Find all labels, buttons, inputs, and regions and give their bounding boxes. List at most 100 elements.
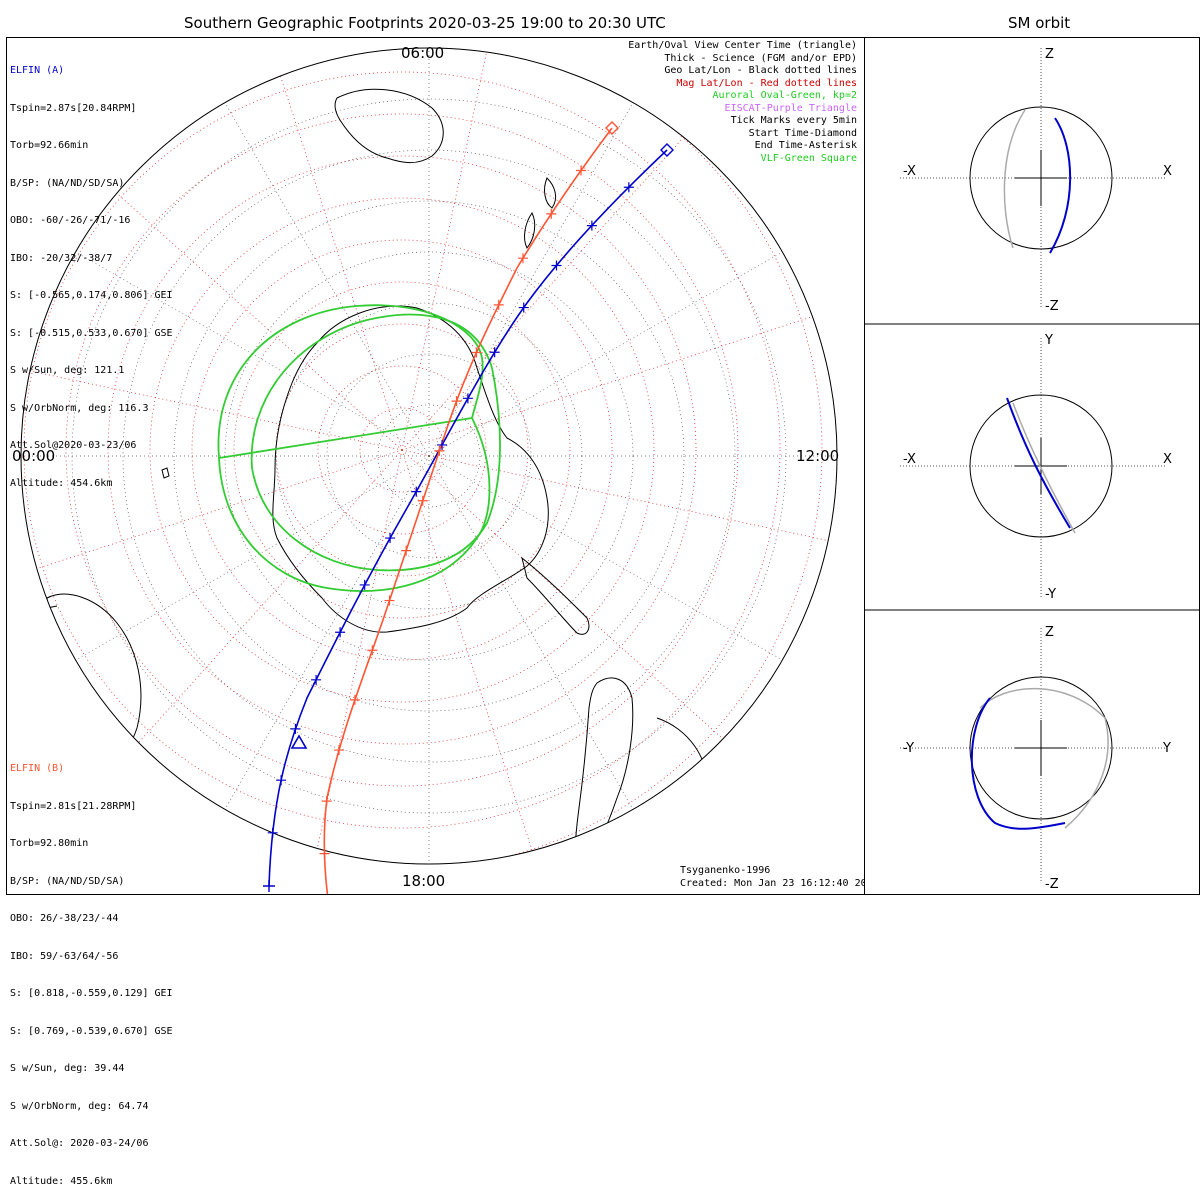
elfin-a-line: Torb=92.66min: [10, 140, 89, 151]
mlt-label-right: 12:00: [796, 447, 840, 465]
elfin-a-line: B/SP: (NA/ND/SD/SA): [10, 177, 125, 189]
elfin-b-name: ELFIN (B): [10, 763, 65, 774]
elfin-b-line: Torb=92.80min: [10, 838, 89, 849]
elfin-b-tick: [576, 165, 587, 176]
elfin-b-tick: [367, 645, 378, 656]
sm-orbit-plots: Z -Z -X X Y -Y -X X Z: [865, 47, 1200, 892]
elfin-a-line: Att.Sol@2020-03-23/06: [10, 440, 137, 451]
elfin-a-tick: [276, 775, 287, 786]
auroral-oval-inner: [250, 313, 501, 572]
mag-lat-circle: [233, 281, 571, 619]
elfin-a-start-marker: [660, 143, 674, 157]
mag-meridian: [21, 314, 403, 451]
legend-entry: Geo Lat/Lon - Black dotted lines: [664, 65, 857, 76]
orbit-axis-label: -Z: [1045, 299, 1059, 314]
geo-meridian: [224, 102, 430, 457]
legend: Earth/Oval View Center Time (triangle) T…: [628, 40, 857, 165]
satellite-tracks: [263, 121, 674, 914]
elfin-b-line: OBO: 26/-38/23/-44: [10, 913, 119, 924]
legend-entry: Start Time-Diamond: [748, 127, 857, 139]
elfin-a-tick: [290, 723, 301, 734]
elfin-a-tick: [518, 302, 529, 313]
legend-entry: Tick Marks every 5min: [730, 115, 857, 126]
mag-meridian: [21, 449, 403, 864]
elfin-b-tick: [334, 745, 345, 756]
mag-meridian: [266, 449, 403, 864]
mag-meridian: [401, 449, 604, 864]
model-name: Tsyganenko-1996: [680, 865, 771, 876]
elfin-a-tick: [267, 827, 278, 838]
geo-lat-circle: [326, 353, 532, 559]
elfin-a-tick: [551, 260, 562, 271]
orbit-panel-yz: Z -Z -Y Y: [900, 625, 1171, 892]
footprint-map-panel: 06:00 12:00 18:00 00:00: [6, 37, 865, 914]
legend-entry: Auroral Oval-Green, kp=2: [712, 90, 858, 101]
geo-meridian: [75, 455, 430, 661]
elfin-a-line: S w/Sun, deg: 121.1: [10, 365, 125, 376]
elfin-a-line: Altitude: 454.6km: [10, 477, 113, 489]
mag-lat-circle: [65, 113, 739, 787]
orbit-axis-label: Y: [1044, 333, 1053, 348]
orbit-title: SM orbit: [1008, 14, 1071, 32]
elfin-b-line: S: [0.818,-0.559,0.129] GEI: [10, 988, 173, 999]
mag-latlon-grid: [21, 48, 837, 864]
legend-entry: End Time-Asterisk: [754, 140, 857, 151]
elfin-a-tick: [311, 674, 322, 685]
elfin-b-line: S w/OrbNorm, deg: 64.74: [10, 1100, 149, 1112]
elfin-a-tick: [359, 579, 370, 590]
elfin-b-tick: [321, 796, 332, 807]
elfin-b-tick: [319, 848, 330, 859]
elfin-b-tick: [349, 694, 360, 705]
mag-meridian: [401, 449, 837, 864]
elfin-b-line: S: [0.769,-0.539,0.670] GSE: [10, 1025, 173, 1037]
sm-orbit-column: Z -Z -X X Y -Y -X X Z: [865, 37, 1200, 895]
orbit-axis-label: -Z: [1045, 877, 1059, 892]
geo-meridian: [224, 455, 430, 810]
mag-meridian: [21, 449, 403, 652]
mag-lat-circle: [21, 48, 823, 864]
orbit-axis-label: X: [1163, 164, 1172, 179]
elfin-a-name: ELFIN (A): [10, 65, 65, 76]
mag-meridian: [401, 48, 837, 451]
mag-meridian: [401, 248, 837, 451]
elfin-b-tick: [384, 595, 395, 606]
elfin-b-tick: [451, 396, 462, 407]
orbit-axis-label: -X: [903, 164, 916, 179]
elfin-a-track: [268, 149, 668, 887]
elfin-b-tick: [434, 445, 445, 456]
orbit-axis-label: Z: [1045, 625, 1054, 640]
orbit-panel-xz: Z -Z -X X: [900, 47, 1172, 314]
elfin-b-line: B/SP: (NA/ND/SD/SA): [10, 875, 125, 887]
elfin-a-tick: [437, 439, 448, 450]
elfin-b-tick: [493, 299, 504, 310]
elfin-b-tick: [517, 253, 528, 264]
auroral-oval-outer: [217, 304, 491, 592]
mlt-label-left: 00:00: [12, 447, 56, 465]
elfin-a-line: Tspin=2.87s[20.84RPM]: [10, 102, 137, 114]
mag-meridian: [200, 48, 403, 451]
orbit-axis-label: Y: [1162, 741, 1171, 756]
elfin-a-tick: [489, 347, 500, 358]
elfin-a-tick: [586, 220, 597, 231]
geo-lat-circle: [377, 404, 481, 508]
orbit-panel-xy: Y -Y -X X: [900, 333, 1172, 602]
elfin-b-line: IBO: 59/-63/64/-56: [10, 950, 119, 962]
elfin-a-tick: [385, 533, 396, 544]
legend-entry: Thick - Science (FGM and/or EPD): [664, 52, 857, 64]
mag-lat-circle: [317, 365, 487, 535]
mag-meridian: [21, 48, 403, 451]
elfin-b-tick: [471, 347, 482, 358]
geo-lat-circle: [122, 149, 736, 763]
elfin-a-line: S: [-0.515,0.533,0.670] GSE: [10, 327, 173, 339]
elfin-a-tick: [462, 393, 473, 404]
elfin-b-line: S w/Sun, deg: 39.44: [10, 1063, 125, 1074]
elfin-b-line: Altitude: 455.6km: [10, 1175, 113, 1187]
created-date: Created: Mon Jan 23 16:12:40 2023: [680, 878, 879, 889]
geo-meridian: [428, 455, 634, 810]
geo-latlon-grid: [20, 47, 838, 865]
footprint-map: [20, 47, 838, 914]
mag-lat-circle: [275, 323, 529, 577]
elfin-a-tick: [335, 627, 346, 638]
elfin-b-tick: [401, 545, 412, 556]
geo-lat-circle: [173, 200, 685, 712]
